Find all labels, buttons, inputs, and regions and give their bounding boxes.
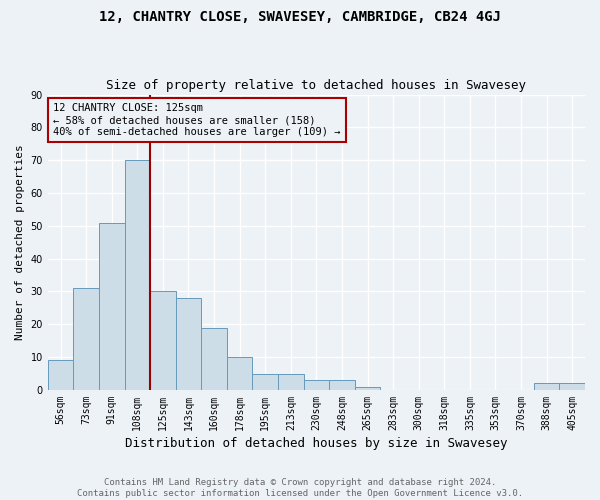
Bar <box>534 384 559 390</box>
Bar <box>201 328 227 390</box>
Bar <box>227 357 253 390</box>
Bar <box>150 292 176 390</box>
Title: Size of property relative to detached houses in Swavesey: Size of property relative to detached ho… <box>106 79 526 92</box>
Bar <box>304 380 329 390</box>
Bar <box>48 360 73 390</box>
Bar <box>253 374 278 390</box>
Bar <box>329 380 355 390</box>
Bar <box>99 222 125 390</box>
Bar <box>559 384 585 390</box>
Bar <box>355 386 380 390</box>
Bar <box>125 160 150 390</box>
X-axis label: Distribution of detached houses by size in Swavesey: Distribution of detached houses by size … <box>125 437 508 450</box>
Bar <box>73 288 99 390</box>
Bar <box>278 374 304 390</box>
Y-axis label: Number of detached properties: Number of detached properties <box>15 144 25 340</box>
Text: 12, CHANTRY CLOSE, SWAVESEY, CAMBRIDGE, CB24 4GJ: 12, CHANTRY CLOSE, SWAVESEY, CAMBRIDGE, … <box>99 10 501 24</box>
Text: Contains HM Land Registry data © Crown copyright and database right 2024.
Contai: Contains HM Land Registry data © Crown c… <box>77 478 523 498</box>
Bar <box>176 298 201 390</box>
Text: 12 CHANTRY CLOSE: 125sqm
← 58% of detached houses are smaller (158)
40% of semi-: 12 CHANTRY CLOSE: 125sqm ← 58% of detach… <box>53 104 341 136</box>
